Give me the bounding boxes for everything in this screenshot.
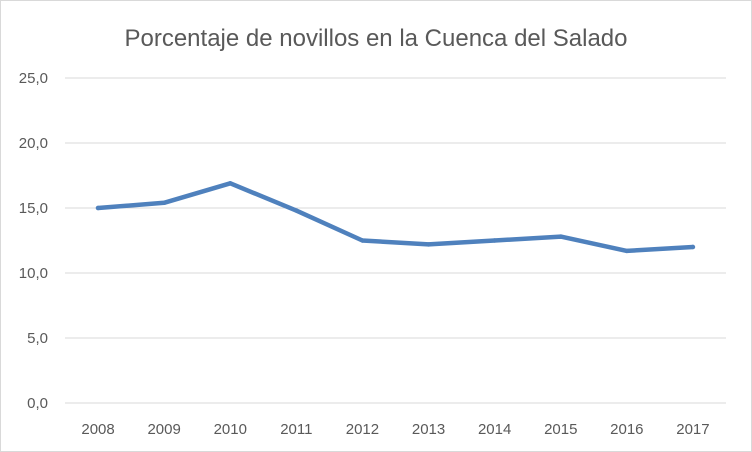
y-tick-label: 5,0	[27, 330, 48, 347]
data-point-2009	[161, 200, 167, 205]
data-point-2016	[624, 248, 630, 254]
y-axis-tick-labels: 0,0 5,0 10,0 15,0 20,0 25,0	[19, 70, 48, 412]
data-point-2012	[360, 238, 365, 243]
x-tick-label: 2013	[412, 421, 445, 438]
x-tick-label: 2009	[147, 421, 180, 438]
y-tick-label: 0,0	[27, 395, 48, 412]
x-tick-label: 2014	[478, 421, 511, 438]
x-tick-label: 2011	[280, 421, 312, 438]
data-point-2014	[492, 238, 497, 243]
x-tick-label: 2010	[214, 421, 247, 438]
data-point-2015	[558, 234, 563, 239]
x-tick-label: 2008	[81, 421, 114, 438]
x-tick-label: 2012	[346, 421, 379, 438]
x-tick-label: 2017	[676, 421, 709, 438]
series-group	[95, 181, 696, 254]
x-tick-label: 2015	[544, 421, 577, 438]
x-tick-label: 2016	[610, 421, 643, 438]
data-point-2013	[426, 242, 431, 247]
y-tick-label: 10,0	[19, 265, 48, 282]
chart-title: Porcentaje de novillos en la Cuenca del …	[124, 25, 627, 52]
data-point-2011	[294, 208, 299, 213]
y-tick-label: 20,0	[19, 135, 48, 152]
y-tick-label: 25,0	[19, 70, 48, 87]
data-point-2010	[228, 181, 233, 186]
y-tick-label: 15,0	[19, 200, 48, 217]
gridlines	[65, 77, 726, 404]
series-line-0	[95, 181, 696, 254]
x-axis-tick-labels: 2008 2009 2010 2011 2012 2013 2014 2015 2016 2017	[81, 421, 709, 438]
data-point-2017	[690, 244, 696, 250]
data-point-2008	[95, 205, 101, 211]
